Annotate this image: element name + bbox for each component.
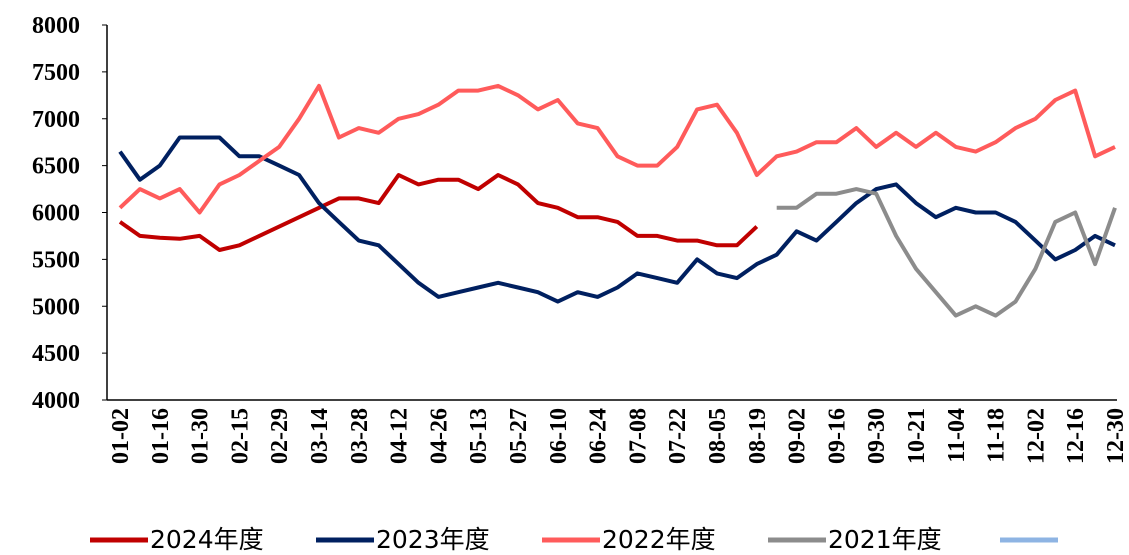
x-tick-label: 08-05: [705, 408, 731, 464]
y-tick-label: 5000: [32, 294, 80, 320]
legend-label: 2022年度: [602, 525, 716, 554]
x-tick-label: 07-08: [625, 408, 651, 464]
x-tick-label: 11-18: [984, 408, 1010, 463]
series-line: [118, 135, 1116, 304]
x-tick-label: 05-13: [466, 408, 492, 464]
x-tick-label: 12-02: [1023, 408, 1049, 464]
legend-label: 2023年度: [376, 525, 490, 554]
x-tick-label: 12-16: [1063, 408, 1089, 464]
y-tick-label: 4000: [32, 388, 80, 414]
legend-label: 2024年度: [150, 525, 264, 554]
x-tick-label: 09-16: [824, 408, 850, 464]
x-tick-label: 09-30: [864, 408, 890, 464]
x-tick-label: 08-19: [745, 408, 771, 464]
x-tick-label: 04-12: [387, 408, 413, 464]
x-tick-label: 03-14: [307, 408, 333, 464]
y-tick-label: 6500: [32, 154, 80, 180]
series-line: [776, 187, 1117, 318]
x-tick-label: 12-30: [1103, 408, 1129, 464]
x-tick-label: 10-21: [904, 408, 930, 464]
x-tick-label: 02-15: [227, 408, 253, 464]
x-tick-label: 03-28: [347, 408, 373, 464]
x-tick-label: 01-30: [188, 408, 214, 464]
y-tick-label: 4500: [32, 341, 80, 367]
y-tick-label: 6000: [32, 201, 80, 227]
series-line: [118, 83, 1116, 215]
y-tick-label: 7500: [32, 60, 80, 86]
x-tick-label: 11-04: [944, 408, 970, 463]
x-tick-label: 09-02: [785, 408, 811, 464]
x-tick-label: 01-16: [148, 408, 174, 464]
x-tick-label: 04-26: [426, 408, 452, 464]
x-tick-label: 07-22: [665, 408, 691, 464]
series-line: [118, 173, 759, 252]
y-tick-label: 5500: [32, 247, 80, 273]
x-tick-label: 06-24: [586, 408, 612, 464]
legend-label: 2021年度: [828, 525, 942, 554]
x-tick-label: 05-27: [506, 408, 532, 464]
y-tick-label: 7000: [32, 107, 80, 133]
x-tick-label: 06-10: [546, 408, 572, 464]
y-tick-label: 8000: [32, 13, 80, 39]
x-tick-label: 02-29: [267, 408, 293, 464]
x-tick-label: 01-02: [108, 408, 134, 464]
